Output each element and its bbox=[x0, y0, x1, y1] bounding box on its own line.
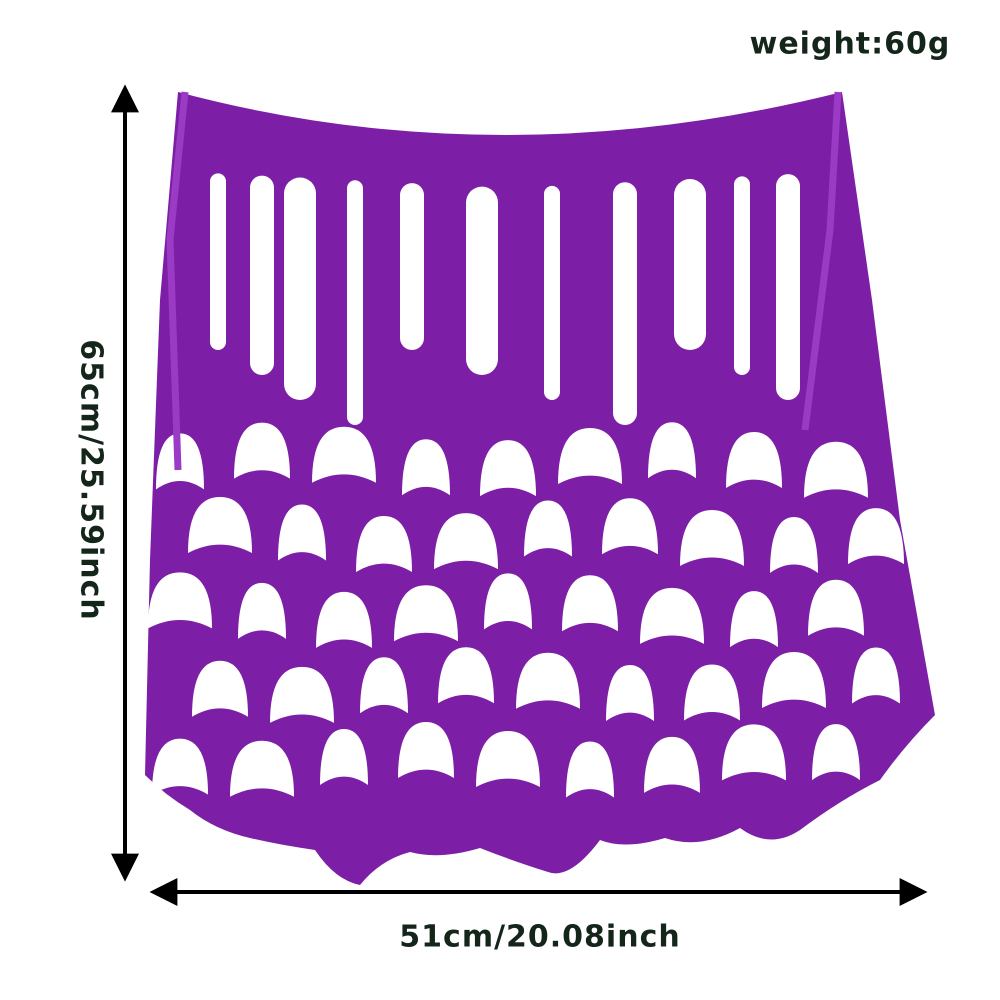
arch-hole bbox=[762, 651, 826, 708]
slot bbox=[466, 186, 498, 375]
arch-hole bbox=[770, 516, 818, 573]
slot bbox=[613, 182, 637, 425]
slot bbox=[400, 183, 424, 350]
slot bbox=[347, 180, 363, 425]
slot bbox=[284, 177, 316, 400]
arch-hole bbox=[230, 740, 294, 797]
arch-hole bbox=[152, 738, 208, 795]
arch-hole bbox=[602, 498, 658, 555]
arch-hole bbox=[360, 657, 408, 714]
arch-hole bbox=[730, 591, 778, 648]
slot bbox=[544, 185, 560, 400]
arch-hole bbox=[270, 666, 334, 723]
arch-hole bbox=[398, 722, 454, 779]
arch-hole bbox=[848, 508, 904, 565]
arch-hole bbox=[606, 665, 654, 722]
slot bbox=[674, 179, 706, 350]
arch-hole bbox=[148, 572, 212, 629]
arch-hole bbox=[278, 504, 326, 561]
arch-hole bbox=[238, 582, 286, 639]
slot bbox=[776, 174, 800, 400]
arch-hole bbox=[434, 513, 498, 570]
tie-ribbon bbox=[801, 91, 842, 431]
arch-hole bbox=[640, 587, 704, 644]
arch-hole bbox=[562, 575, 618, 632]
slot bbox=[734, 176, 750, 375]
arch-hole bbox=[320, 728, 368, 785]
arch-hole bbox=[648, 422, 696, 479]
arch-hole bbox=[566, 741, 614, 798]
arch-hole bbox=[476, 731, 540, 788]
arch-hole bbox=[808, 579, 864, 636]
arch-hole bbox=[438, 647, 494, 704]
cutouts bbox=[148, 173, 904, 798]
arch-hole bbox=[312, 426, 376, 483]
arch-hole bbox=[812, 724, 860, 781]
arch-hole bbox=[558, 428, 622, 485]
weight-label: weight:60g bbox=[750, 27, 951, 62]
arch-hole bbox=[188, 497, 252, 554]
width-label: 51cm/20.08inch bbox=[399, 920, 680, 955]
arch-hole bbox=[316, 591, 372, 648]
arch-hole bbox=[516, 652, 580, 709]
arch-hole bbox=[852, 647, 900, 704]
arch-hole bbox=[722, 724, 786, 781]
slot bbox=[210, 173, 226, 350]
arch-hole bbox=[524, 500, 572, 557]
height-label: 65cm/25.59inch bbox=[74, 339, 109, 620]
arch-hole bbox=[394, 585, 458, 642]
arch-hole bbox=[356, 515, 412, 572]
arch-hole bbox=[684, 664, 740, 721]
arch-hole bbox=[480, 440, 536, 497]
arch-hole bbox=[234, 422, 290, 479]
arch-hole bbox=[402, 439, 450, 496]
arch-hole bbox=[804, 441, 868, 498]
tie-ribbon bbox=[166, 91, 189, 471]
arch-hole bbox=[192, 660, 248, 717]
arch-hole bbox=[726, 432, 782, 489]
arch-hole bbox=[680, 509, 744, 566]
arch-hole bbox=[644, 736, 700, 793]
arch-hole bbox=[484, 573, 532, 630]
slot bbox=[250, 175, 274, 375]
